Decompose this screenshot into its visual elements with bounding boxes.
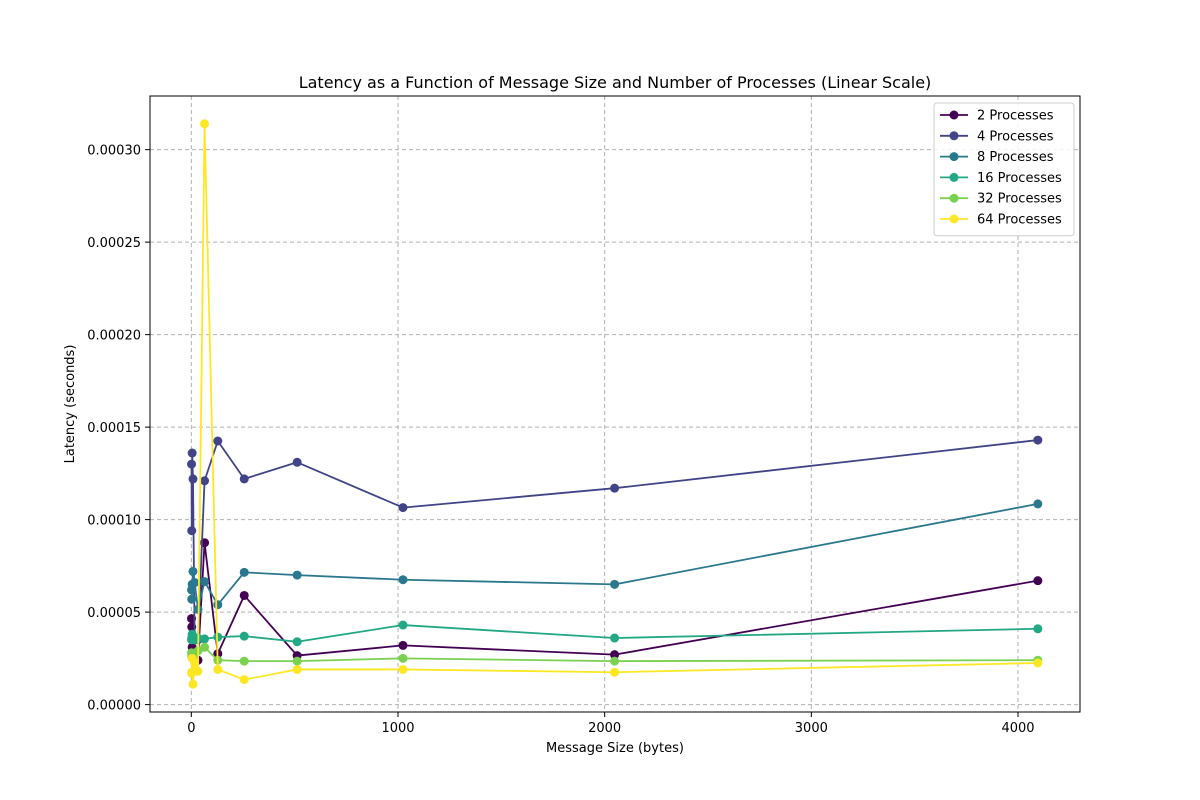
legend-label: 32 Processes	[977, 192, 1062, 207]
data-point	[292, 656, 302, 666]
legend-entry: 32 Processes	[940, 192, 1062, 207]
data-point	[239, 631, 249, 641]
legend: 2 Processes 4 Processes 8 Processes 16 Proc…	[933, 102, 1075, 237]
series-2	[187, 435, 1043, 645]
y-tick-label: 0.00025	[87, 236, 141, 251]
data-point	[1033, 499, 1043, 509]
y-tick-label: 0.00015	[87, 421, 141, 436]
data-point	[239, 474, 249, 484]
legend-label: 64 Processes	[977, 213, 1062, 228]
data-point	[190, 658, 200, 668]
x-tick-label: 1000	[381, 721, 414, 736]
data-point	[200, 119, 210, 129]
data-point	[610, 650, 620, 660]
y-tick-label: 0.00005	[87, 606, 141, 621]
data-point	[1033, 658, 1043, 668]
data-point	[1033, 624, 1043, 634]
plot-layer	[187, 119, 1043, 689]
data-point	[187, 526, 197, 536]
data-point	[200, 476, 210, 486]
data-point	[610, 579, 620, 589]
legend-swatch-marker	[949, 131, 959, 141]
legend-swatch-marker	[949, 110, 959, 120]
data-point	[1033, 435, 1043, 445]
data-point	[610, 633, 620, 643]
legend-entry: 8 Processes	[940, 150, 1054, 165]
data-point	[200, 634, 210, 644]
series-6	[187, 119, 1043, 689]
data-point	[1033, 576, 1043, 586]
y-tick-label: 0.00020	[87, 329, 141, 344]
ticks-layer: 0 1000 2000 3000 4000 0.00000 0.00005 0.00010 0.…	[87, 144, 1034, 736]
legend-label: 2 Processes	[977, 109, 1054, 124]
data-point	[188, 679, 198, 689]
data-point	[200, 642, 210, 652]
legend-frame	[933, 102, 1075, 237]
data-point	[398, 653, 408, 663]
chart-title: Latency as a Function of Message Size an…	[299, 73, 932, 92]
y-tick-label: 0.00000	[87, 699, 141, 714]
data-point	[398, 503, 408, 513]
data-point	[398, 620, 408, 630]
y-tick-label: 0.00030	[87, 144, 141, 159]
data-point	[610, 656, 620, 666]
data-point	[193, 666, 203, 676]
data-point	[398, 640, 408, 650]
legend-entry: 2 Processes	[940, 109, 1054, 124]
x-tick-label: 4000	[1001, 721, 1034, 736]
data-point	[188, 474, 198, 484]
data-point	[187, 594, 197, 604]
data-point	[292, 664, 302, 674]
data-point	[398, 575, 408, 585]
data-point	[610, 667, 620, 677]
data-point	[239, 567, 249, 577]
data-point	[190, 578, 200, 588]
data-point	[213, 436, 223, 446]
x-tick-label: 3000	[795, 721, 828, 736]
legend-entry: 16 Processes	[940, 171, 1062, 186]
data-point	[213, 600, 223, 610]
legend-entry: 64 Processes	[940, 213, 1062, 228]
data-point	[239, 675, 249, 685]
y-tick-label: 0.00010	[87, 514, 141, 529]
data-point	[187, 448, 197, 458]
legend-swatch-marker	[949, 152, 959, 162]
data-point	[292, 637, 302, 647]
data-point	[200, 577, 210, 587]
legend-label: 8 Processes	[977, 150, 1054, 165]
data-point	[610, 483, 620, 493]
legend-label: 16 Processes	[977, 171, 1062, 186]
legend-label: 4 Processes	[977, 129, 1054, 144]
data-point	[239, 656, 249, 666]
data-point	[398, 664, 408, 674]
plot-frame	[149, 95, 1081, 713]
legend-swatch-marker	[949, 172, 959, 182]
y-axis-label: Latency (seconds)	[63, 345, 78, 464]
legend-entry: 4 Processes	[940, 129, 1054, 144]
x-tick-label: 0	[187, 721, 195, 736]
data-point	[292, 570, 302, 580]
grid-layer	[150, 96, 1080, 712]
data-point	[292, 457, 302, 467]
data-point	[239, 590, 249, 600]
legend-swatch-marker	[949, 214, 959, 224]
legend-swatch-marker	[949, 193, 959, 203]
data-point	[188, 566, 198, 576]
x-axis-label: Message Size (bytes)	[546, 741, 684, 756]
data-point	[213, 664, 223, 674]
x-tick-label: 2000	[588, 721, 621, 736]
data-point	[187, 459, 197, 469]
